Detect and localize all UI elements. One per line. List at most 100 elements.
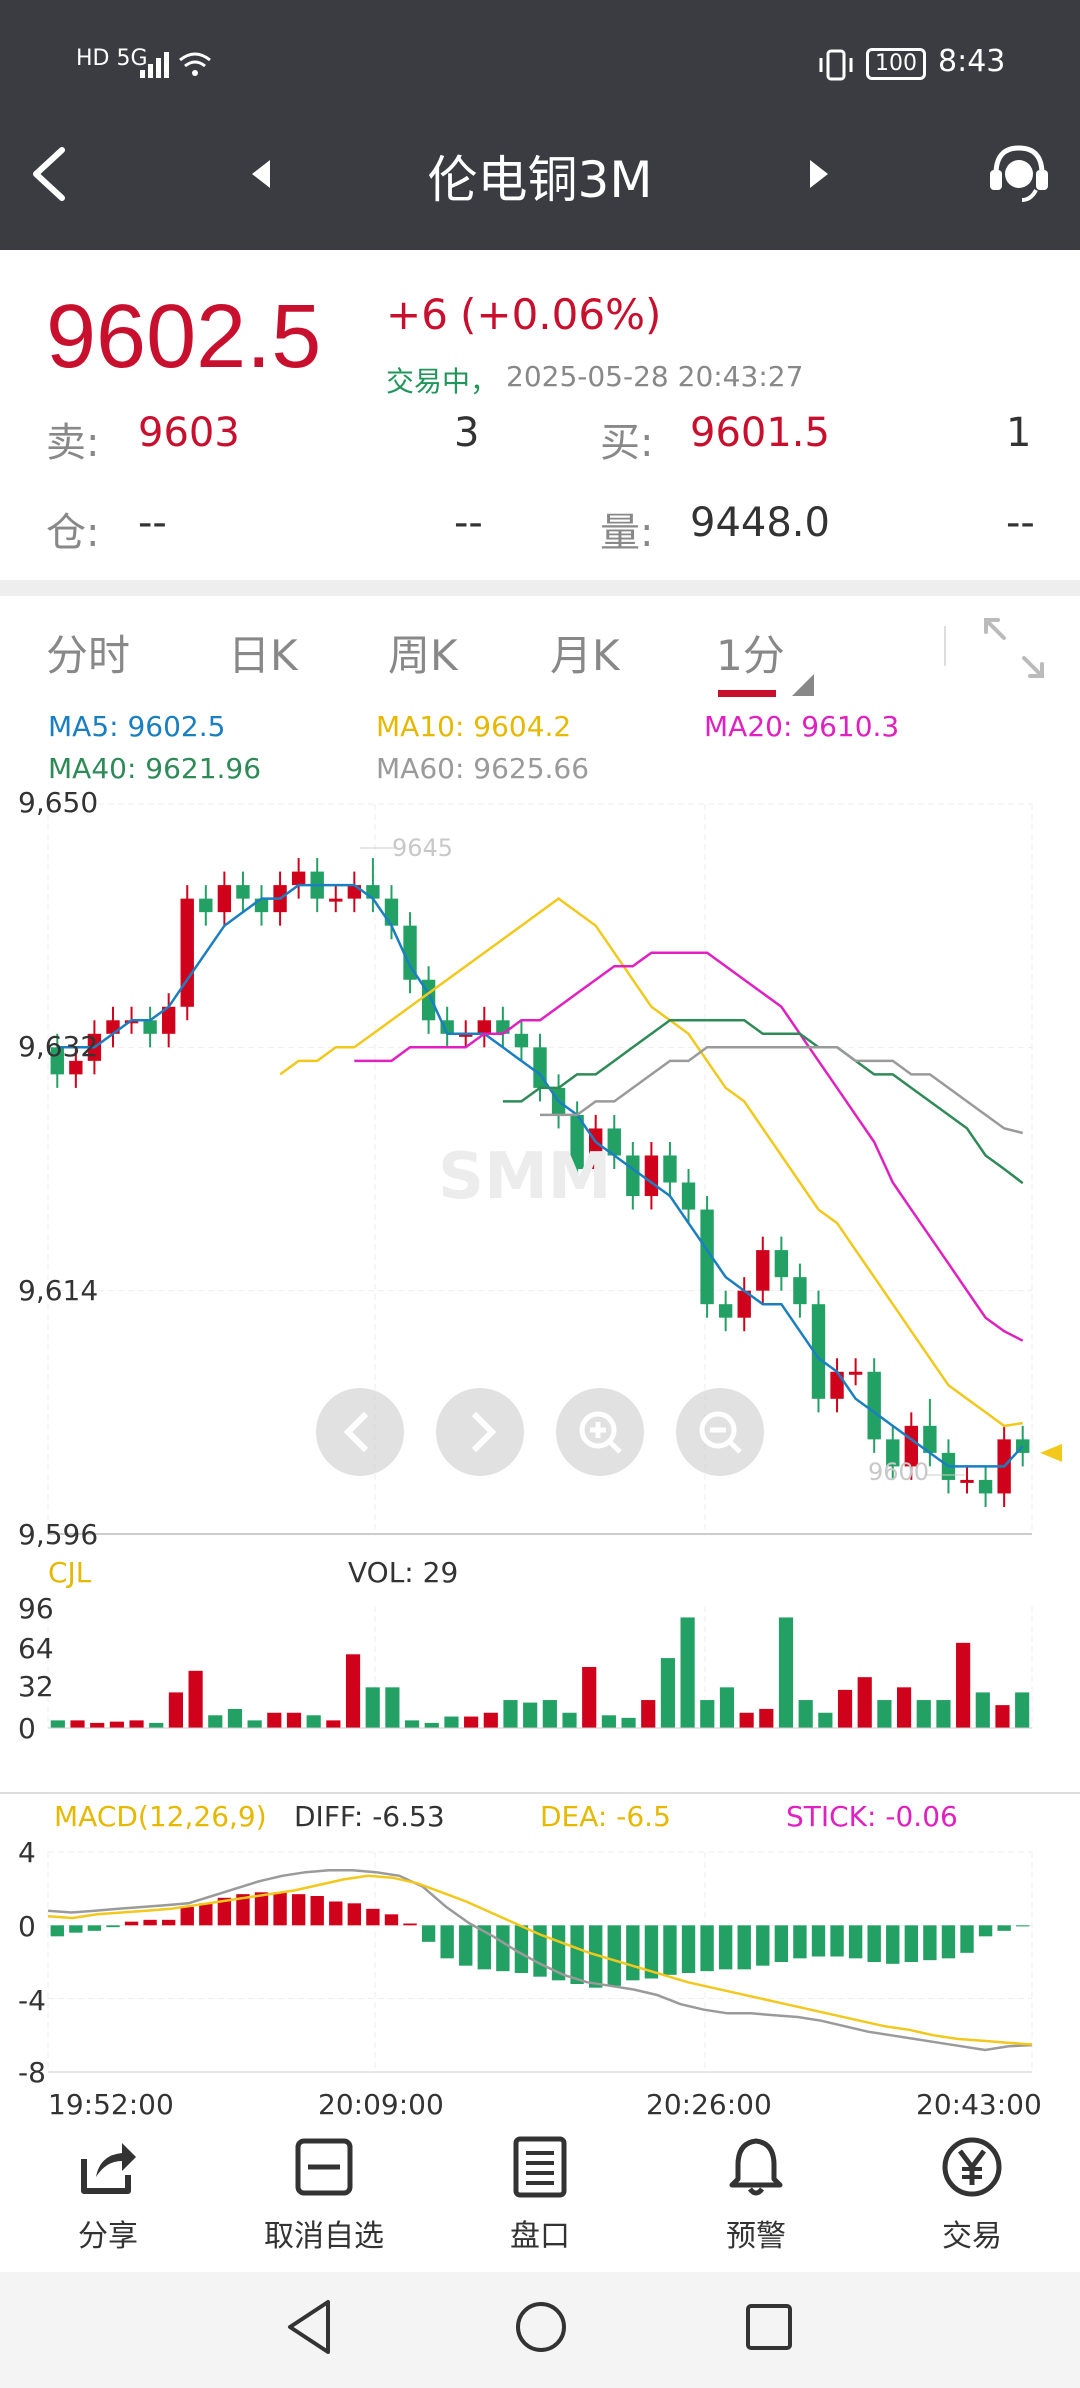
candle-body	[329, 898, 343, 902]
time-axis-tick: 20:09:00	[318, 2088, 444, 2121]
candle-body	[50, 1047, 64, 1075]
buy-label: 买:	[600, 420, 654, 466]
volume-bar	[444, 1716, 459, 1728]
macd-stick-bar	[291, 1894, 306, 1926]
volume-bar	[168, 1692, 184, 1728]
volume-bar	[1015, 1692, 1030, 1728]
volume-bar	[916, 1700, 931, 1728]
macd-label: MACD(12,26,9)	[54, 1800, 267, 1833]
volume-bar	[621, 1717, 636, 1728]
volume-bar	[995, 1705, 1010, 1728]
bell-icon	[729, 2138, 783, 2196]
candle-body	[756, 1250, 770, 1291]
buy-qty: 1	[1006, 410, 1032, 456]
next-contract-icon[interactable]	[806, 158, 832, 190]
page-title: 伦电铜3M	[427, 151, 653, 209]
volume-axis-tick: 0	[18, 1712, 36, 1745]
candle-body	[69, 1060, 83, 1075]
macd-chart[interactable]	[0, 1840, 1080, 2080]
candle-body	[477, 1020, 491, 1034]
share-button[interactable]: 分享	[28, 2135, 188, 2255]
candlestick-chart[interactable]	[0, 780, 1080, 1550]
macd-stick-bar	[273, 1892, 287, 1926]
macd-stick-bar	[106, 1925, 120, 1928]
macd-stick-bar	[960, 1925, 974, 1953]
macd-stick-bar	[50, 1925, 64, 1937]
volume-value-label: VOL: 29	[348, 1556, 459, 1589]
ma10-line	[279, 897, 1023, 1428]
nav-home-icon[interactable]	[514, 2300, 568, 2354]
volume-bar	[306, 1715, 321, 1728]
macd-stick-bar	[923, 1925, 937, 1961]
candle-body	[570, 1114, 584, 1169]
volume-bar	[385, 1687, 400, 1728]
macd-stick-bar	[161, 1919, 176, 1926]
prev-contract-icon[interactable]	[248, 158, 274, 190]
volume-bar	[129, 1720, 144, 1728]
macd-stick-bar	[124, 1921, 139, 1926]
candle-body	[143, 1020, 157, 1034]
candle-body	[236, 885, 250, 899]
macd-stick-bar	[459, 1925, 473, 1966]
volume-bar	[109, 1721, 124, 1728]
candle-body	[923, 1425, 937, 1453]
alert-button[interactable]: 预警	[676, 2135, 836, 2255]
candle-body	[886, 1439, 900, 1467]
candle-body	[811, 1304, 826, 1399]
scroll-left-button[interactable]	[316, 1388, 404, 1476]
remove-watchlist-button[interactable]: 取消自选	[244, 2135, 404, 2255]
back-icon[interactable]	[28, 146, 72, 202]
volume-bar	[70, 1720, 85, 1728]
trade-button[interactable]: 交易	[892, 2135, 1052, 2255]
fullscreen-icon[interactable]	[982, 616, 1046, 680]
volume-bar	[267, 1712, 282, 1728]
volume-bar	[700, 1700, 715, 1728]
tab-daily-k[interactable]: 日K	[228, 631, 298, 680]
nav-back-icon[interactable]	[284, 2298, 334, 2356]
time-axis-tick: 19:52:00	[48, 2088, 174, 2121]
macd-stick-bar	[1016, 1925, 1030, 1927]
chevron-right-icon	[471, 1411, 497, 1453]
volume-chart[interactable]	[0, 1590, 1080, 1740]
battery-icon: 100	[866, 48, 926, 80]
volume-axis-tick: 32	[18, 1670, 54, 1703]
candle-body	[737, 1290, 751, 1318]
tab-intraday[interactable]: 分时	[46, 631, 131, 680]
ma40-label: MA40: 9621.96	[48, 752, 262, 785]
tab-1min[interactable]: 1分	[716, 631, 785, 680]
volume-bar	[857, 1677, 872, 1728]
period-dropdown-icon[interactable]	[792, 674, 814, 696]
nav-recents-icon[interactable]	[744, 2302, 794, 2352]
volume-bar	[798, 1700, 813, 1728]
customer-service-icon[interactable]	[986, 140, 1052, 206]
tab-weekly-k[interactable]: 周K	[388, 631, 458, 680]
macd-stick-bar	[496, 1925, 510, 1972]
macd-stick-bar	[904, 1925, 919, 1962]
trade-status: 交易中，	[386, 365, 499, 398]
volume-bar	[503, 1700, 518, 1728]
volume-bar	[975, 1692, 990, 1728]
zoom-out-button[interactable]	[676, 1388, 764, 1476]
ma10-label: MA10: 9604.2	[376, 710, 572, 743]
macd-stick-bar	[477, 1925, 491, 1970]
orderbook-icon	[513, 2136, 567, 2198]
candle-body	[718, 1304, 733, 1318]
share-label: 分享	[78, 2219, 138, 2254]
tab-monthly-k[interactable]: 月K	[550, 631, 620, 680]
macd-stick-bar	[440, 1925, 454, 1959]
price-change-pct: (+0.06%)	[460, 290, 662, 339]
macd-stick-bar	[626, 1925, 640, 1981]
volume-bar	[542, 1700, 557, 1728]
candle-body	[774, 1250, 789, 1278]
candle-body	[607, 1128, 621, 1156]
zoom-in-button[interactable]	[556, 1388, 644, 1476]
remove-watchlist-icon	[295, 2138, 353, 2196]
trade-label: 交易	[942, 2219, 1002, 2254]
macd-stick-bar	[199, 1903, 213, 1926]
ma5-line	[57, 883, 1024, 1468]
orderbook-button[interactable]: 盘口	[460, 2135, 620, 2255]
scroll-right-button[interactable]	[436, 1388, 524, 1476]
macd-divider	[0, 1792, 1080, 1794]
macd-diff-label: DIFF: -6.53	[294, 1800, 445, 1833]
